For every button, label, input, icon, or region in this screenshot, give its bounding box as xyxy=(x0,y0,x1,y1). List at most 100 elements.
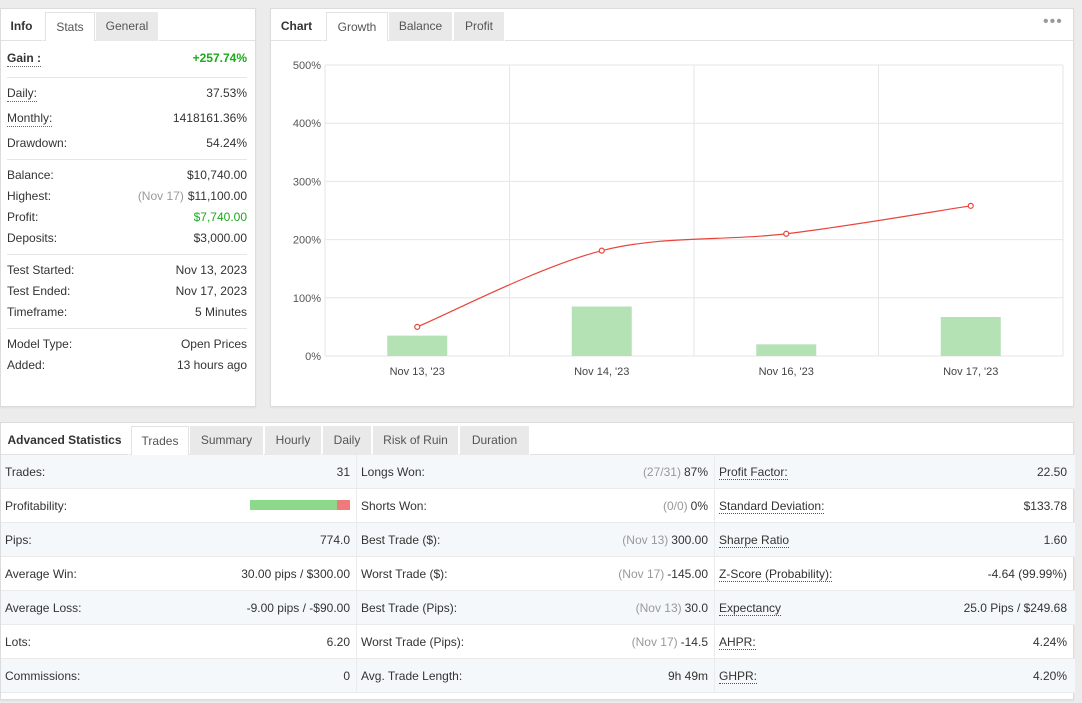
stat-cell: Commissions: 0 xyxy=(1,659,357,693)
profitability-bar xyxy=(250,500,350,510)
stat-label-text: Z-Score (Probability): xyxy=(719,567,833,582)
tab-daily[interactable]: Daily xyxy=(323,426,372,455)
y-tick-label: 400% xyxy=(293,118,321,130)
stat-label[interactable]: Standard Deviation: xyxy=(719,489,825,523)
stat-label[interactable]: Expectancy xyxy=(719,591,782,625)
gain-value: +257.74% xyxy=(192,51,247,65)
stat-cell: Worst Trade (Pips): (Nov 17) -14.5 xyxy=(357,625,715,659)
highest-row: Highest: (Nov 17) $11,100.00 xyxy=(7,186,247,207)
stat-label[interactable]: Sharpe Ratio xyxy=(719,523,790,557)
advanced-statistics-panel: Advanced Statistics Trades Summary Hourl… xyxy=(0,422,1075,700)
growth-bar xyxy=(387,335,448,356)
stat-value: 30.00 pips / $300.00 xyxy=(241,557,350,591)
stat-label[interactable]: GHPR: xyxy=(719,659,758,693)
test-ended-label: Test Ended: xyxy=(7,284,71,298)
tab-chart[interactable]: Chart xyxy=(271,12,323,41)
stat-label-text: Commissions: xyxy=(5,669,81,683)
stat-value-text: 30.00 pips / $300.00 xyxy=(241,567,350,581)
stat-value-text: $133.78 xyxy=(1023,499,1067,513)
stat-value: (Nov 13) 300.00 xyxy=(622,523,708,557)
stat-label-text: Lots: xyxy=(5,635,32,649)
stat-muted: (0/0) xyxy=(662,499,688,513)
stat-value-text: 0 xyxy=(343,669,350,683)
deposits-value: $3,000.00 xyxy=(193,231,247,245)
y-tick-label: 0% xyxy=(305,351,321,363)
tab-duration[interactable]: Duration xyxy=(460,426,530,455)
tab-trades[interactable]: Trades xyxy=(131,426,189,455)
stat-cell: Worst Trade ($): (Nov 17) -145.00 xyxy=(357,557,715,591)
stat-label[interactable]: Z-Score (Probability): xyxy=(719,557,833,591)
divider xyxy=(7,254,247,255)
monthly-label[interactable]: Monthly: xyxy=(7,111,53,127)
stat-value: $133.78 xyxy=(1024,489,1067,523)
table-row: Lots: 6.20 Worst Trade (Pips): (Nov 17) -14.… xyxy=(1,625,1075,659)
gain-label[interactable]: Gain : xyxy=(7,51,42,67)
tab-growth[interactable]: Growth xyxy=(326,12,388,41)
tab-risk-of-ruin[interactable]: Risk of Ruin xyxy=(373,426,459,455)
tab-hourly[interactable]: Hourly xyxy=(265,426,322,455)
y-tick-label: 200% xyxy=(293,235,321,247)
added-value: 13 hours ago xyxy=(176,358,247,372)
stat-label-text: Longs Won: xyxy=(361,465,425,479)
table-row: Pips: 774.0 Best Trade ($): (Nov 13) 300.00 S… xyxy=(1,523,1075,557)
growth-chart: 0% 100% 200% 300% 400% 500% Nov 13, '23 Nov 14,… xyxy=(293,60,1064,378)
stat-label: Shorts Won: xyxy=(361,489,427,523)
stat-cell: Profit Factor: 22.50 xyxy=(715,455,1075,489)
stat-value-text: 6.20 xyxy=(326,635,350,649)
stat-label-text: Profit Factor: xyxy=(719,465,788,480)
drawdown-value: 54.24% xyxy=(206,136,247,150)
stat-value-text: 30.0 xyxy=(684,601,708,615)
monthly-value: 1418161.36% xyxy=(172,111,247,125)
highest-label: Highest: xyxy=(7,189,52,203)
test-ended-row: Test Ended: Nov 17, 2023 xyxy=(7,281,247,302)
stat-muted: (27/31) xyxy=(642,465,681,479)
stat-label: Avg. Trade Length: xyxy=(361,659,462,693)
tab-general[interactable]: General xyxy=(96,12,159,41)
stat-value: (Nov 17) -145.00 xyxy=(618,557,708,591)
tab-stats[interactable]: Stats xyxy=(45,12,95,41)
tab-balance[interactable]: Balance xyxy=(389,12,453,41)
stat-value: 31 xyxy=(337,455,350,489)
tab-advanced-statistics[interactable]: Advanced Statistics xyxy=(1,426,129,455)
stat-value: 25.0 Pips / $249.68 xyxy=(964,591,1067,625)
tab-profit[interactable]: Profit xyxy=(454,12,505,41)
stat-value: 22.50 xyxy=(1037,455,1067,489)
more-options-icon[interactable]: ••• xyxy=(1043,13,1063,30)
drawdown-row: Drawdown: 54.24% xyxy=(7,133,247,154)
stat-label-text: Average Loss: xyxy=(5,601,82,615)
table-row: Trades: 31 Longs Won: (27/31) 87% Profit Fact… xyxy=(1,455,1075,489)
chart-tabbar: Chart Growth Balance Profit ••• xyxy=(271,9,1073,41)
drawdown-label: Drawdown: xyxy=(7,136,68,150)
daily-label[interactable]: Daily: xyxy=(7,86,38,102)
stat-label-text: Sharpe Ratio xyxy=(719,533,790,548)
info-tabbar: Info Stats General xyxy=(1,9,255,41)
stat-value: 1.60 xyxy=(1044,523,1067,557)
growth-point xyxy=(783,230,790,237)
stat-value-text: -14.5 xyxy=(680,635,708,649)
stat-label: Worst Trade (Pips): xyxy=(361,625,464,659)
stat-cell: Sharpe Ratio 1.60 xyxy=(715,523,1075,557)
stat-cell: Z-Score (Probability): -4.64 (99.99%) xyxy=(715,557,1075,591)
growth-bar xyxy=(571,306,632,356)
stat-label[interactable]: AHPR: xyxy=(719,625,756,659)
tab-summary[interactable]: Summary xyxy=(190,426,264,455)
stat-label-text: Shorts Won: xyxy=(361,499,427,513)
stat-value-text: -4.64 (99.99%) xyxy=(987,567,1067,581)
added-row: Added: 13 hours ago xyxy=(7,355,247,376)
x-tick-label: Nov 17, '23 xyxy=(943,366,998,378)
stat-label: Profitability: xyxy=(5,489,67,523)
tab-info[interactable]: Info xyxy=(1,12,43,41)
stat-cell: Pips: 774.0 xyxy=(1,523,357,557)
stat-value: -9.00 pips / -$90.00 xyxy=(247,591,350,625)
growth-line xyxy=(417,205,971,328)
stat-cell: Average Loss: -9.00 pips / -$90.00 xyxy=(1,591,357,625)
test-started-value: Nov 13, 2023 xyxy=(175,263,247,277)
stat-label: Lots: xyxy=(5,625,31,659)
test-ended-value: Nov 17, 2023 xyxy=(175,284,247,298)
gain-row: Gain : +257.74% xyxy=(7,44,247,72)
stat-cell: Best Trade (Pips): (Nov 13) 30.0 xyxy=(357,591,715,625)
stat-muted: (Nov 13) xyxy=(635,601,682,615)
stat-label[interactable]: Profit Factor: xyxy=(719,455,788,489)
stat-value: 9h 49m xyxy=(668,659,708,693)
added-label: Added: xyxy=(7,358,46,372)
